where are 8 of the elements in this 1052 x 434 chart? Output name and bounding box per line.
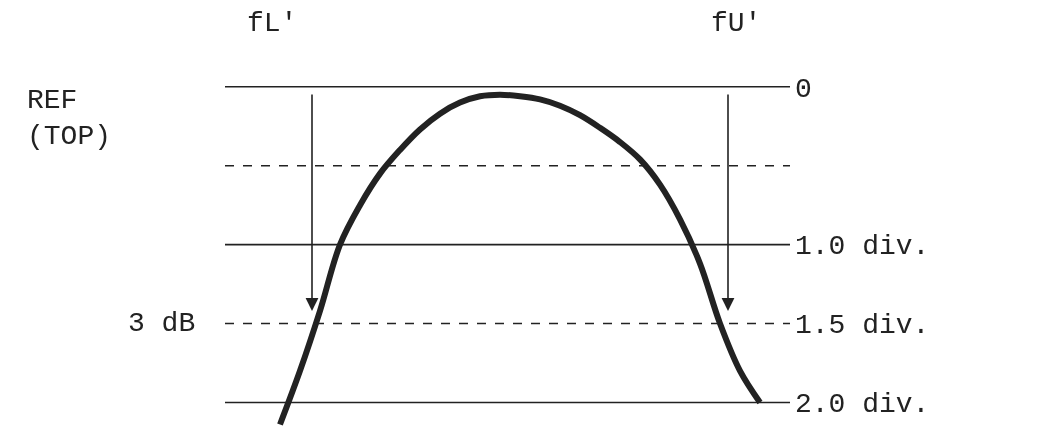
- y-tick-label: 0: [795, 73, 812, 105]
- y-tick-label: 1.0 div.: [795, 231, 930, 263]
- annotation: fL': [247, 8, 298, 39]
- text: 3 dB: [128, 308, 196, 339]
- annotation: fU': [711, 8, 762, 39]
- y-tick-label: 2.0 div.: [795, 389, 930, 421]
- text: REF (TOP): [27, 85, 112, 153]
- y-tick-label: 1.5 div.: [795, 310, 930, 342]
